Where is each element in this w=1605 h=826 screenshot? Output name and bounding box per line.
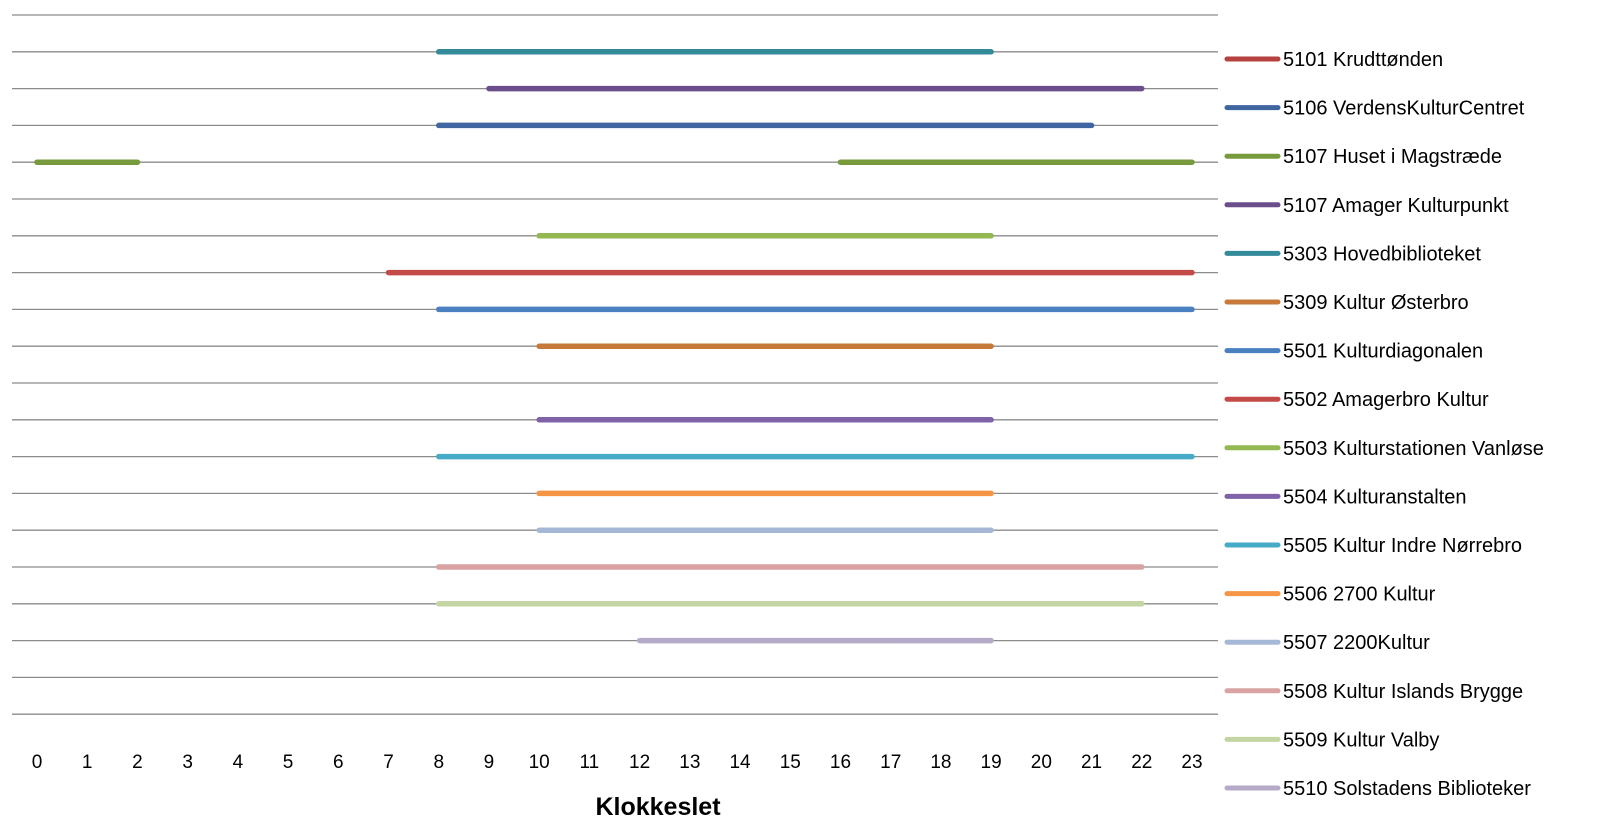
- legend-label-9: 5504 Kulturanstalten: [1283, 486, 1466, 508]
- x-tick-19: 19: [981, 752, 1002, 773]
- legend-label-4: 5303 Hovedbiblioteket: [1283, 243, 1481, 265]
- x-tick-3: 3: [182, 752, 193, 773]
- legend-item-5: 5309 Kultur Østerbro: [1224, 292, 1469, 314]
- x-tick-15: 15: [780, 752, 801, 773]
- legend-item-0: 5101 Krudttønden: [1224, 49, 1443, 71]
- legend-item-13: 5508 Kultur Islands Brygge: [1224, 681, 1523, 703]
- x-tick-22: 22: [1131, 752, 1152, 773]
- legend-item-6: 5501 Kulturdiagonalen: [1224, 341, 1483, 363]
- x-tick-20: 20: [1031, 752, 1052, 773]
- x-tick-23: 23: [1181, 752, 1202, 773]
- legend-label-6: 5501 Kulturdiagonalen: [1283, 341, 1483, 363]
- legend-item-1: 5106 VerdensKulturCentret: [1224, 98, 1525, 120]
- legend-label-0: 5101 Krudttønden: [1283, 49, 1443, 71]
- legend-label-10: 5505 Kultur Indre Nørrebro: [1283, 535, 1522, 557]
- x-tick-9: 9: [484, 752, 495, 773]
- legend-item-8: 5503 Kulturstationen Vanløse: [1224, 438, 1544, 460]
- legend-item-12: 5507 2200Kultur: [1224, 632, 1430, 654]
- legend-item-10: 5505 Kultur Indre Nørrebro: [1224, 535, 1522, 557]
- x-tick-4: 4: [233, 752, 244, 773]
- legend-label-11: 5506 2700 Kultur: [1283, 584, 1436, 606]
- legend-item-4: 5303 Hovedbiblioteket: [1224, 243, 1481, 265]
- legend-item-9: 5504 Kulturanstalten: [1224, 486, 1466, 508]
- gridlines: [12, 14, 1218, 715]
- legend-label-12: 5507 2200Kultur: [1283, 632, 1430, 654]
- legend-label-15: 5510 Solstadens Biblioteker: [1283, 778, 1531, 800]
- x-tick-2: 2: [132, 752, 143, 773]
- legend-item-15: 5510 Solstadens Biblioteker: [1224, 778, 1531, 800]
- x-tick-1: 1: [82, 752, 93, 773]
- x-tick-16: 16: [830, 752, 851, 773]
- x-tick-21: 21: [1081, 752, 1102, 773]
- bars: [34, 49, 1195, 644]
- legend-label-8: 5503 Kulturstationen Vanløse: [1283, 438, 1544, 460]
- x-tick-10: 10: [529, 752, 550, 773]
- legend-item-2: 5107 Huset i Magstræde: [1224, 146, 1502, 168]
- x-axis-label: Klokkeslet: [595, 793, 721, 821]
- legend-item-3: 5107 Amager Kulturpunkt: [1224, 195, 1509, 217]
- legend-label-7: 5502 Amagerbro Kultur: [1283, 389, 1489, 411]
- x-tick-18: 18: [930, 752, 951, 773]
- legend-item-7: 5502 Amagerbro Kultur: [1224, 389, 1489, 411]
- legend-label-5: 5309 Kultur Østerbro: [1283, 292, 1469, 314]
- legend-label-13: 5508 Kultur Islands Brygge: [1283, 681, 1523, 703]
- legend-label-2: 5107 Huset i Magstræde: [1283, 146, 1502, 168]
- legend-item-14: 5509 Kultur Valby: [1224, 729, 1439, 751]
- x-tick-17: 17: [880, 752, 901, 773]
- x-tick-13: 13: [679, 752, 700, 773]
- x-tick-11: 11: [580, 752, 600, 773]
- x-tick-labels: 0 1 2 3 4 5 6 7 8 9 10 11 12 13 14 15 16 17 18 19 20 21 22 23: [32, 752, 1203, 773]
- legend-label-1: 5106 VerdensKulturCentret: [1283, 98, 1525, 120]
- x-tick-6: 6: [333, 752, 344, 773]
- x-tick-14: 14: [729, 752, 751, 773]
- legend-label-3: 5107 Amager Kulturpunkt: [1283, 195, 1509, 217]
- x-tick-8: 8: [433, 752, 444, 773]
- legend: 5101 Krudttønden 5106 VerdensKulturCentre…: [1224, 49, 1544, 800]
- x-tick-12: 12: [629, 752, 650, 773]
- x-tick-5: 5: [283, 752, 294, 773]
- x-tick-7: 7: [383, 752, 394, 773]
- x-tick-0: 0: [32, 752, 43, 773]
- legend-label-14: 5509 Kultur Valby: [1283, 729, 1439, 751]
- legend-item-11: 5506 2700 Kultur: [1224, 584, 1436, 606]
